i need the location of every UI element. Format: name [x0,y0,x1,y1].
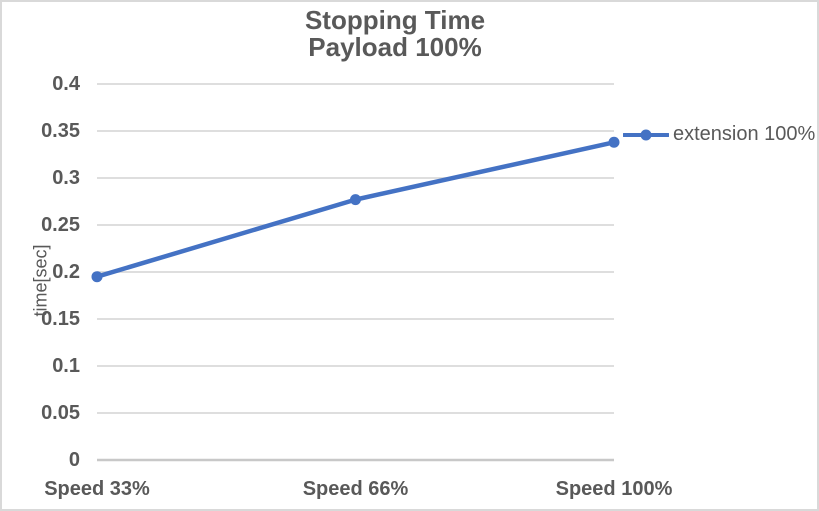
chart-title-line-1: Stopping Time [304,5,486,35]
y-tick-label: 0.4 [52,73,80,95]
x-tick-label: Speed 66% [302,478,409,500]
data-point-marker[interactable] [91,271,103,283]
y-tick-label: 0 [68,449,80,471]
y-tick-label: 0.05 [41,402,80,424]
chart-title: Stopping Time Payload 100% [2,7,788,61]
x-tick-label: Speed 33% [44,478,150,500]
chart-title-line-2: Payload 100% [308,32,482,62]
y-tick-label: 0.15 [41,308,80,330]
legend-label: extension 100% [673,123,816,145]
data-point-marker[interactable] [350,194,361,206]
series-line[interactable] [94,140,617,279]
y-tick-label: 0.35 [41,120,80,142]
data-point-marker[interactable] [608,136,620,148]
legend-line-marker-icon [623,129,669,140]
y-tick-label: 0.1 [52,355,80,377]
y-tick-label: 0.2 [52,261,80,283]
y-tick-label: 0.25 [41,214,80,236]
legend[interactable]: extension 100% [623,123,815,146]
x-tick-label: Speed 100% [555,478,673,500]
y-tick-label: 0.3 [52,167,80,189]
